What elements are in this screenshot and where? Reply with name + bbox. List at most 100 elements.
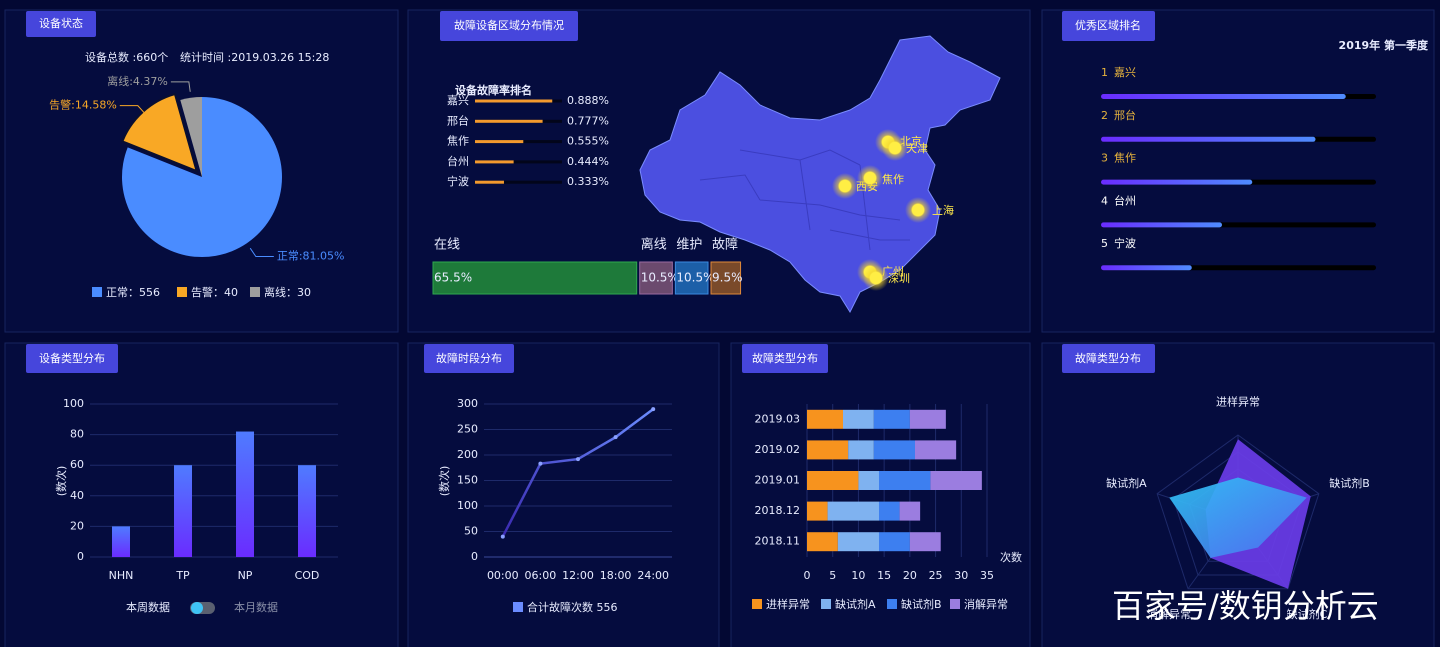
bar-segment bbox=[879, 501, 900, 521]
legend-swatch bbox=[513, 602, 523, 612]
bar-segment bbox=[837, 532, 879, 552]
ranking-bar bbox=[475, 119, 543, 123]
legend-swatch bbox=[887, 599, 897, 609]
status-value: 9.5% bbox=[712, 271, 743, 285]
x-tick-label: NP bbox=[238, 569, 253, 582]
bar-segment bbox=[879, 532, 910, 552]
x-tick-label: NHN bbox=[109, 569, 134, 582]
panel bbox=[407, 342, 720, 647]
legend-swatch bbox=[752, 599, 762, 609]
status-bar bbox=[639, 261, 673, 295]
pie-label: 告警:14.58% bbox=[49, 98, 117, 112]
status-value: 10.5% bbox=[676, 271, 714, 285]
tab bbox=[424, 344, 514, 373]
radar-label: 缺试剂C bbox=[1287, 607, 1328, 621]
y-tick-label: 50 bbox=[464, 525, 478, 538]
y-tick-label: 80 bbox=[70, 428, 84, 441]
city-label: 深圳 bbox=[888, 272, 910, 285]
rank-number: 1 bbox=[1101, 66, 1108, 79]
bar-segment bbox=[909, 409, 946, 429]
x-tick-label: 35 bbox=[980, 569, 994, 582]
radar-ring bbox=[1156, 434, 1320, 590]
pie-label: 正常:81.05% bbox=[277, 249, 345, 262]
tab bbox=[1062, 344, 1155, 373]
bar-segment bbox=[807, 532, 838, 552]
y-tick-label: 150 bbox=[457, 474, 478, 487]
rank-bar bbox=[1101, 94, 1346, 99]
ranking-value: 0.888% bbox=[567, 94, 609, 107]
x-tick-label: 00:00 bbox=[487, 569, 519, 582]
x-tick-label: 0 bbox=[804, 569, 811, 582]
y-tick-label: 20 bbox=[70, 519, 84, 532]
panel-title: 故障类型分布 bbox=[752, 351, 818, 365]
x-tick-label: TP bbox=[175, 569, 190, 582]
radar-area bbox=[1169, 477, 1307, 558]
status-bar bbox=[674, 261, 709, 295]
tab bbox=[26, 344, 118, 373]
status-label: 离线 bbox=[641, 237, 667, 253]
x-tick-label: COD bbox=[295, 569, 320, 582]
period: 2019年 第一季度 bbox=[1339, 38, 1429, 52]
panel bbox=[730, 342, 1031, 647]
y-tick-label: 0 bbox=[77, 550, 84, 563]
city-label: 焦作 bbox=[882, 173, 904, 186]
radar-label: 进样异常 bbox=[1216, 395, 1260, 409]
ranking-bar bbox=[475, 160, 514, 164]
point bbox=[613, 435, 618, 440]
ranking-city: 嘉兴 bbox=[447, 93, 469, 107]
y-tick-label: 100 bbox=[457, 499, 478, 512]
panel bbox=[1041, 9, 1435, 333]
rank-city: 宁波 bbox=[1114, 236, 1136, 250]
watermark: 百家号/数钥分析云 bbox=[1112, 587, 1379, 625]
legend-label: 本月数据 bbox=[234, 600, 278, 614]
bar-segment bbox=[807, 471, 859, 490]
city-glow bbox=[832, 173, 858, 199]
city-glow bbox=[882, 135, 908, 161]
bar-segment bbox=[915, 440, 957, 460]
status-bar bbox=[432, 261, 638, 295]
status-label: 故障 bbox=[712, 238, 738, 253]
panel-title: 故障时段分布 bbox=[436, 351, 502, 365]
stat-time: 统计时间 :2019.03.26 15:28 bbox=[180, 51, 329, 64]
y-axis-label: (数次) bbox=[437, 466, 451, 497]
ranking-track bbox=[475, 180, 562, 184]
panel-title: 优秀区域排名 bbox=[1075, 18, 1141, 32]
bar-segment bbox=[843, 409, 874, 429]
bar-segment bbox=[807, 409, 843, 429]
y-tick-label: 200 bbox=[457, 448, 478, 461]
y-tick-label: 2019.03 bbox=[755, 412, 801, 425]
rank-number: 5 bbox=[1101, 237, 1108, 250]
x-tick-label: 18:00 bbox=[600, 569, 632, 582]
bar-segment bbox=[879, 471, 931, 490]
point bbox=[538, 461, 543, 466]
rank-city: 台州 bbox=[1114, 193, 1136, 207]
status-label: 维护 bbox=[676, 238, 702, 253]
x-tick-label: 24:00 bbox=[637, 569, 669, 582]
y-tick-label: 100 bbox=[63, 397, 84, 410]
toggle-knob bbox=[191, 602, 203, 614]
legend-label: 合计故障次数 556 bbox=[527, 600, 618, 614]
bar bbox=[174, 465, 192, 557]
label-line bbox=[249, 247, 274, 257]
status-label: 在线 bbox=[434, 238, 460, 253]
panel bbox=[4, 342, 399, 647]
ranking-bar bbox=[475, 140, 524, 144]
bar-segment bbox=[909, 532, 941, 552]
bar bbox=[236, 431, 254, 557]
x-tick-label: 30 bbox=[954, 569, 968, 582]
panel-tabs: 设备状态 故障设备区域分布情况 优秀区域排名 设备类型分布 故障时段分布 故障类… bbox=[26, 11, 1155, 373]
pie-label: 离线:4.37% bbox=[107, 74, 168, 88]
y-tick-label: 2019.01 bbox=[755, 474, 801, 487]
rank-bar bbox=[1101, 136, 1316, 142]
bar-segment bbox=[873, 440, 915, 460]
y-tick-label: 2018.12 bbox=[755, 504, 801, 517]
ranking-city: 台州 bbox=[447, 154, 469, 168]
device-total: 设备总数 :660个 bbox=[85, 50, 168, 64]
legend-label: 本周数据 bbox=[126, 600, 170, 614]
pie-slice bbox=[180, 97, 202, 177]
panel-title: 设备类型分布 bbox=[39, 351, 105, 365]
rank-number: 2 bbox=[1101, 109, 1108, 122]
point bbox=[500, 534, 505, 539]
china-map bbox=[639, 35, 1001, 314]
